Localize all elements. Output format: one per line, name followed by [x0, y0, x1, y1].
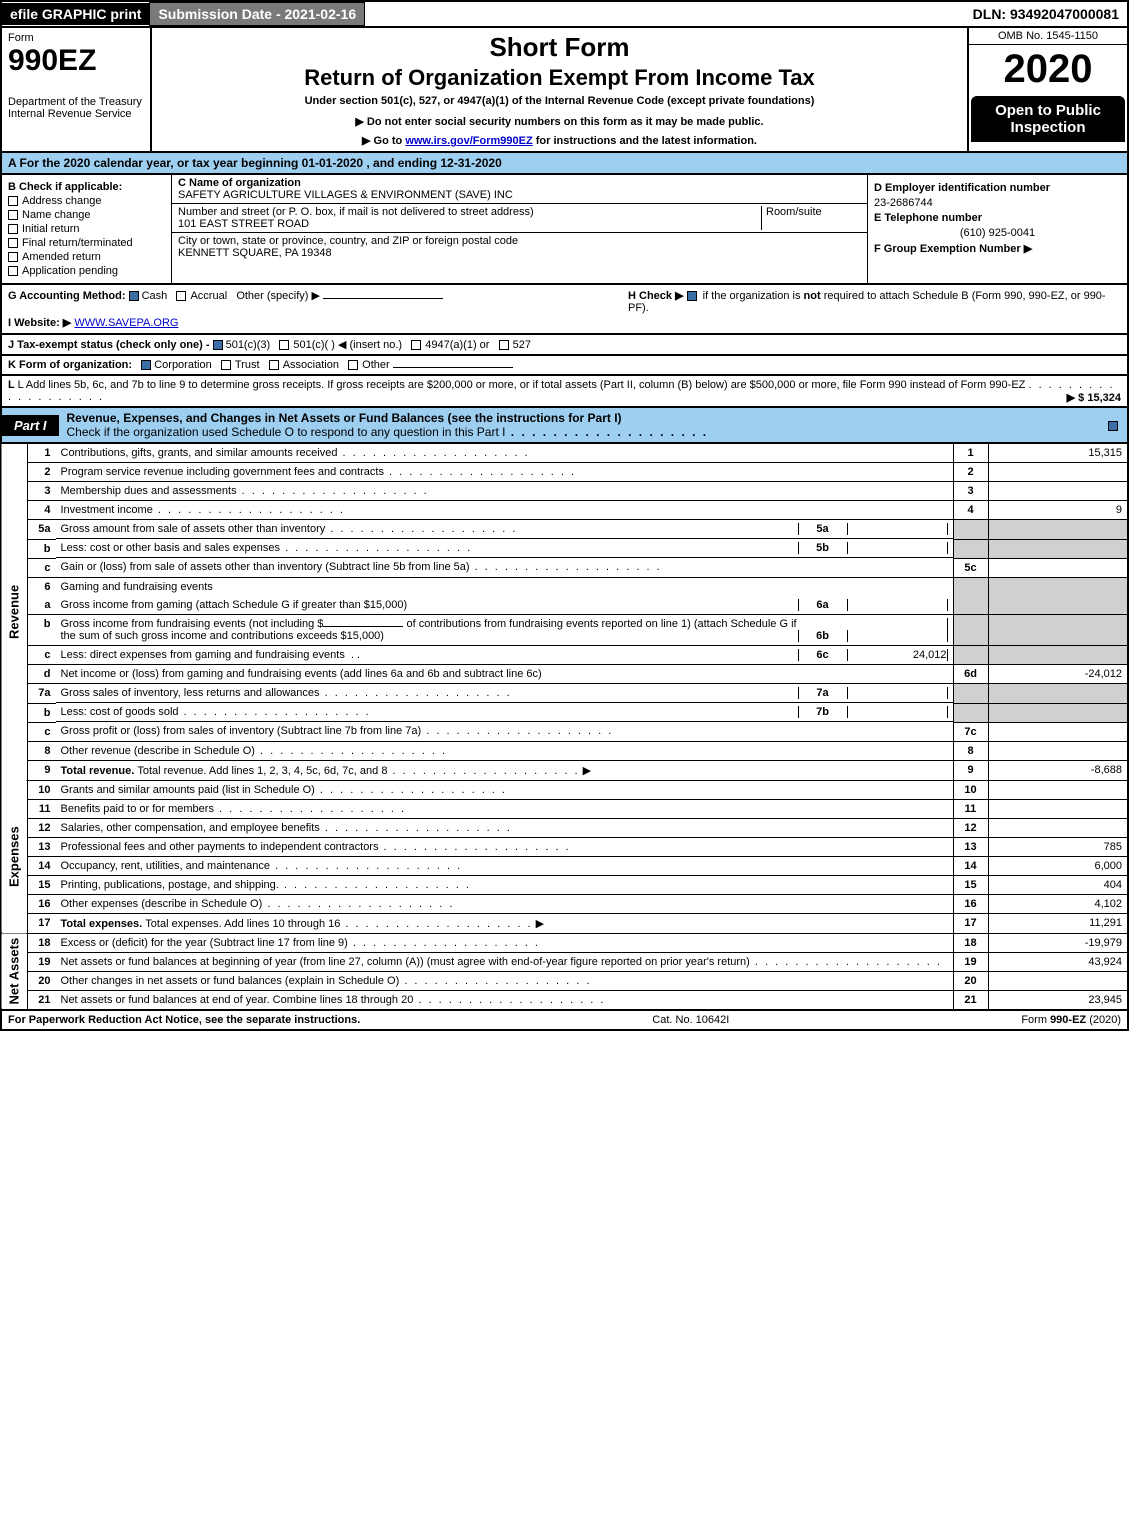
part1-label: Part I [2, 415, 59, 436]
i-label: I Website: ▶ [8, 317, 71, 329]
box-c: C Name of organization SAFETY AGRICULTUR… [172, 175, 867, 283]
chk-name-change[interactable]: Name change [8, 209, 165, 221]
paperwork-notice: For Paperwork Reduction Act Notice, see … [8, 1014, 360, 1026]
line18-amount: -19,979 [988, 933, 1128, 952]
line14-amount: 6,000 [988, 856, 1128, 875]
ein-value: 23-2686744 [874, 197, 1121, 209]
top-bar: efile GRAPHIC print Submission Date - 20… [0, 0, 1129, 28]
g-label: G Accounting Method: [8, 290, 126, 302]
chk-corporation[interactable] [141, 360, 151, 370]
form-word: Form [8, 32, 144, 44]
box-b: B Check if applicable: Address change Na… [2, 175, 172, 283]
line9-amount: -8,688 [988, 760, 1128, 780]
ssn-warning: ▶ Do not enter social security numbers o… [158, 115, 961, 128]
irs-label: Internal Revenue Service [8, 108, 144, 120]
line17-amount: 11,291 [988, 913, 1128, 933]
org-name: SAFETY AGRICULTURE VILLAGES & ENVIRONMEN… [178, 189, 513, 201]
chk-527[interactable] [499, 340, 509, 350]
line13-amount: 785 [988, 837, 1128, 856]
chk-schedule-b[interactable] [687, 291, 697, 301]
line16-amount: 4,102 [988, 894, 1128, 913]
gross-receipts-amount: ▶ $ 15,324 [1067, 391, 1121, 404]
org-info-block: B Check if applicable: Address change Na… [0, 175, 1129, 285]
efile-print-button[interactable]: efile GRAPHIC print [2, 3, 149, 25]
tax-exempt-status-row: J Tax-exempt status (check only one) - 5… [0, 335, 1129, 356]
chk-final-return[interactable]: Final return/terminated [8, 237, 165, 249]
part1-header: Part I Revenue, Expenses, and Changes in… [0, 408, 1129, 444]
chk-address-change[interactable]: Address change [8, 195, 165, 207]
chk-501c3[interactable] [213, 340, 223, 350]
catalog-number: Cat. No. 10642I [360, 1014, 1021, 1026]
form-of-org-row: K Form of organization: Corporation Trus… [0, 356, 1129, 376]
submission-date: Submission Date - 2021-02-16 [149, 2, 365, 26]
website-row: I Website: ▶ WWW.SAVEPA.ORG [8, 316, 628, 329]
chk-4947[interactable] [411, 340, 421, 350]
accounting-method-row: G Accounting Method: Cash Accrual Other … [8, 289, 628, 302]
header-left: Form 990EZ Department of the Treasury In… [2, 28, 152, 151]
street-address: 101 EAST STREET ROAD [178, 218, 309, 230]
part1-schedule-o-check[interactable] [1102, 418, 1127, 432]
omb-number: OMB No. 1545-1150 [969, 28, 1127, 45]
part1-table: Revenue 1 Contributions, gifts, grants, … [0, 444, 1129, 1011]
chk-accrual[interactable] [176, 291, 186, 301]
org-name-label: C Name of organization [178, 177, 301, 189]
dln-number: DLN: 93492047000081 [965, 3, 1127, 25]
expenses-side-label: Expenses [1, 780, 28, 933]
line21-amount: 23,945 [988, 990, 1128, 1010]
telephone-label: E Telephone number [874, 212, 1121, 224]
under-section-text: Under section 501(c), 527, or 4947(a)(1)… [158, 95, 961, 107]
goto-pre: ▶ Go to [362, 135, 405, 147]
gross-receipts-row: L L Add lines 5b, 6c, and 7b to line 9 t… [0, 376, 1129, 408]
header-right: OMB No. 1545-1150 2020 Open to Public In… [967, 28, 1127, 151]
city-label: City or town, state or province, country… [178, 235, 518, 247]
ein-label: D Employer identification number [874, 182, 1121, 194]
irs-link[interactable]: www.irs.gov/Form990EZ [405, 135, 532, 147]
chk-initial-return[interactable]: Initial return [8, 223, 165, 235]
chk-other-org[interactable] [348, 360, 358, 370]
telephone-value: (610) 925-0041 [874, 227, 1121, 239]
open-public-badge: Open to Public Inspection [971, 96, 1125, 142]
line6d-amount: -24,012 [988, 665, 1128, 684]
dept-treasury: Department of the Treasury [8, 96, 144, 108]
line15-amount: 404 [988, 875, 1128, 894]
website-link[interactable]: WWW.SAVEPA.ORG [74, 317, 178, 329]
line1-amount: 15,315 [988, 444, 1128, 463]
street-label: Number and street (or P. O. box, if mail… [178, 206, 534, 218]
group-exemption-label: F Group Exemption Number ▶ [874, 242, 1121, 255]
chk-amended-return[interactable]: Amended return [8, 251, 165, 263]
goto-text: ▶ Go to www.irs.gov/Form990EZ for instru… [158, 134, 961, 147]
accounting-website-block: G Accounting Method: Cash Accrual Other … [0, 285, 1129, 335]
chk-cash[interactable] [129, 291, 139, 301]
chk-application-pending[interactable]: Application pending [8, 265, 165, 277]
room-suite-label: Room/suite [761, 206, 861, 230]
goto-post: for instructions and the latest informat… [533, 135, 757, 147]
line6c-amount: 24,012 [848, 649, 948, 661]
chk-trust[interactable] [221, 360, 231, 370]
form-number: 990EZ [8, 44, 144, 78]
header-middle: Short Form Return of Organization Exempt… [152, 28, 967, 151]
tax-year-period: A For the 2020 calendar year, or tax yea… [0, 153, 1129, 175]
page-footer: For Paperwork Reduction Act Notice, see … [0, 1011, 1129, 1031]
revenue-side-label: Revenue [1, 444, 28, 780]
tax-year-large: 2020 [969, 45, 1127, 94]
short-form-title: Short Form [158, 32, 961, 63]
part1-title: Revenue, Expenses, and Changes in Net As… [59, 408, 1102, 442]
return-title: Return of Organization Exempt From Incom… [158, 65, 961, 91]
form-header: Form 990EZ Department of the Treasury In… [0, 28, 1129, 153]
line19-amount: 43,924 [988, 952, 1128, 971]
h-block: H Check ▶ if the organization is not req… [628, 289, 1121, 329]
netassets-side-label: Net Assets [1, 933, 28, 1010]
line4-amount: 9 [988, 501, 1128, 520]
chk-association[interactable] [269, 360, 279, 370]
chk-501c[interactable] [279, 340, 289, 350]
box-b-title: B Check if applicable: [8, 181, 165, 193]
box-def: D Employer identification number 23-2686… [867, 175, 1127, 283]
city-state-zip: KENNETT SQUARE, PA 19348 [178, 247, 332, 259]
form-footer-label: Form 990-EZ (2020) [1021, 1014, 1121, 1026]
